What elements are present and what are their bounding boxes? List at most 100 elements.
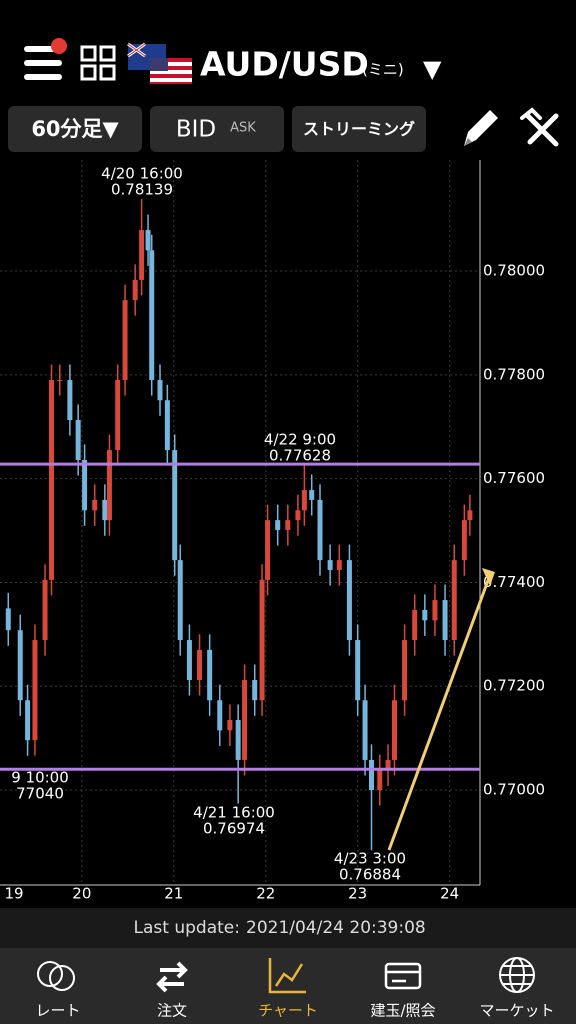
update-bar — [0, 908, 576, 948]
candle-body — [265, 520, 271, 580]
y-tick-label: 0.77800 — [483, 365, 545, 383]
candle-body — [442, 600, 448, 641]
tab-label[interactable]: 注文 — [157, 1002, 187, 1020]
candle-body — [235, 719, 241, 760]
candle-body — [32, 640, 38, 741]
candle-body — [42, 579, 48, 641]
chart: 0.77000 0.77200 0.77400 0.77600 0.77800 0.780… — [0, 160, 545, 903]
candle-body — [285, 520, 291, 531]
candle-body — [432, 600, 438, 621]
update-time: 2021/04/24 20:39:08 — [246, 918, 426, 938]
candle-body — [402, 640, 408, 701]
candle-body — [467, 510, 473, 521]
x-tick-label: 24 — [440, 885, 459, 903]
x-tick-label: 19 — [4, 885, 23, 903]
candle-body — [207, 649, 213, 701]
annotation-time: 4/23 3:00 — [334, 850, 406, 868]
annotation-price: 0.78139 — [111, 181, 173, 199]
tab-label[interactable]: レート — [35, 1002, 80, 1020]
candle-body — [346, 560, 352, 641]
candle-body — [422, 609, 428, 621]
x-tick-label: 21 — [164, 885, 183, 903]
tab-label[interactable]: 建玉/照会 — [370, 1002, 435, 1020]
timeframe-button[interactable] — [8, 106, 142, 152]
y-tick-label: 0.77000 — [483, 781, 545, 799]
candle-body — [115, 380, 121, 451]
candle-body — [461, 520, 467, 561]
candle-body — [48, 380, 54, 580]
mode-button[interactable] — [292, 106, 426, 152]
candle-body — [227, 719, 233, 731]
candle-body — [82, 459, 88, 511]
candle-body — [275, 520, 281, 531]
pencil-button[interactable] — [464, 110, 498, 146]
candle-body — [164, 400, 170, 451]
candle-body — [309, 490, 315, 500]
order-icon — [156, 961, 188, 993]
candle-body — [317, 499, 323, 561]
tools-button[interactable] — [520, 107, 559, 147]
candle-body — [327, 560, 333, 570]
menu-button[interactable] — [24, 38, 67, 80]
candle-body — [391, 700, 397, 760]
annotation-time: 4/22 9:00 — [264, 431, 336, 449]
mode-label: ストリーミング — [303, 120, 415, 139]
bid-ask-button[interactable] — [150, 106, 284, 152]
candle-body — [139, 230, 145, 280]
candle-body — [412, 609, 418, 641]
x-tick-label: 23 — [348, 885, 367, 903]
candle-body — [132, 279, 138, 301]
y-tick-label: 0.78000 — [483, 262, 545, 280]
trend-arrow — [387, 574, 492, 851]
candle-body — [368, 759, 374, 791]
y-tick-label: 0.77200 — [483, 677, 545, 695]
candle-body — [157, 380, 163, 401]
tab-bar — [0, 948, 576, 1024]
candle-body — [259, 579, 265, 701]
annotation-price: 0.77628 — [269, 447, 331, 465]
annotation-time: 4/21 16:00 — [193, 804, 275, 822]
tabs: レート 注文 チャート 建玉/照会 マーケット — [35, 957, 555, 1020]
pair-title: AUD/USD — [200, 45, 369, 84]
x-tick-label: 22 — [256, 885, 275, 903]
update-label: Last update: — [134, 918, 240, 938]
candle-body — [451, 560, 457, 641]
candle-body — [145, 230, 151, 251]
candle-body — [197, 649, 203, 681]
tab-label[interactable]: チャート — [258, 1002, 318, 1020]
candle-body — [75, 420, 81, 460]
currency-flags — [127, 42, 192, 84]
candle-body — [122, 300, 128, 381]
annotation-price: 77040 — [16, 785, 64, 803]
ask-label: ASK — [230, 121, 256, 136]
candle-body — [385, 759, 391, 771]
market-icon — [499, 957, 535, 993]
candle-body — [217, 700, 223, 731]
annotation-time: 9 10:00 — [11, 769, 69, 787]
annotation-price: 0.76974 — [203, 820, 265, 838]
candle-body — [149, 250, 155, 381]
annotation-price: 0.76884 — [339, 866, 401, 884]
candle-body — [377, 770, 383, 791]
candle-body — [336, 560, 342, 570]
bid-label: BID — [176, 117, 216, 143]
candle-body — [252, 680, 258, 701]
candle-body — [186, 640, 192, 681]
x-tick-label: 20 — [72, 885, 91, 903]
candle-body — [355, 640, 361, 701]
tab-label[interactable]: マーケット — [479, 1002, 554, 1020]
pair-mini: (ミニ) — [362, 61, 404, 79]
grid-button[interactable] — [80, 45, 116, 81]
annotation-time: 4/20 16:00 — [101, 165, 183, 183]
candle-body — [301, 490, 307, 511]
candle-body — [25, 700, 31, 741]
trend-arrow-head — [482, 568, 495, 586]
pair-dropdown[interactable]: ▼ — [423, 55, 442, 83]
candle-body — [102, 499, 108, 521]
chart-icon — [268, 958, 306, 994]
position-icon — [384, 962, 422, 990]
timeframe-label: 60分足▼ — [31, 117, 119, 141]
candle-body — [242, 680, 248, 760]
